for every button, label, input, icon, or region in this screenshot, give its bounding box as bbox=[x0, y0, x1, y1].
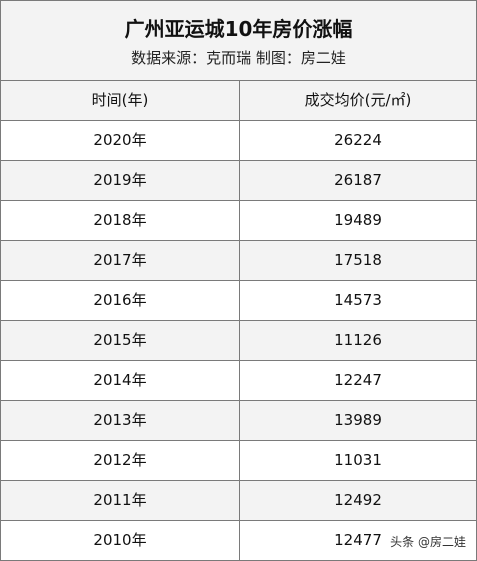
year-cell: 2013年 bbox=[93, 411, 147, 429]
year-cell: 2020年 bbox=[93, 131, 147, 149]
table-row: 2013年 13989 bbox=[1, 401, 476, 441]
table-header-block: 广州亚运城10年房价涨幅 数据来源：克而瑞 制图：房二娃 bbox=[1, 1, 476, 81]
table-row: 2020年 26224 bbox=[1, 121, 476, 161]
price-cell: 11031 bbox=[334, 451, 382, 469]
table-row: 2010年 12477 bbox=[1, 521, 476, 560]
year-cell: 2017年 bbox=[93, 251, 147, 269]
table-row: 2018年 19489 bbox=[1, 201, 476, 241]
table-row: 2011年 12492 bbox=[1, 481, 476, 521]
table-row: 2015年 11126 bbox=[1, 321, 476, 361]
year-cell: 2012年 bbox=[93, 451, 147, 469]
price-cell: 12492 bbox=[334, 491, 382, 509]
year-cell: 2018年 bbox=[93, 211, 147, 229]
watermark: 头条 @房二娃 bbox=[390, 533, 466, 550]
column-header-year: 时间(年) bbox=[91, 91, 149, 109]
table-row: 2016年 14573 bbox=[1, 281, 476, 321]
price-cell: 26187 bbox=[334, 171, 382, 189]
year-cell: 2019年 bbox=[93, 171, 147, 189]
column-divider bbox=[239, 81, 240, 560]
page-title: 广州亚运城10年房价涨幅 bbox=[124, 17, 353, 41]
table-row: 2017年 17518 bbox=[1, 241, 476, 281]
table-row: 2019年 26187 bbox=[1, 161, 476, 201]
price-cell: 14573 bbox=[334, 291, 382, 309]
table-row: 2014年 12247 bbox=[1, 361, 476, 401]
table-row: 2012年 11031 bbox=[1, 441, 476, 481]
table-header-row: 时间(年) 成交均价(元/㎡) bbox=[1, 81, 476, 121]
year-cell: 2014年 bbox=[93, 371, 147, 389]
page-subtitle: 数据来源：克而瑞 制图：房二娃 bbox=[131, 49, 346, 67]
price-cell: 12247 bbox=[334, 371, 382, 389]
year-cell: 2015年 bbox=[93, 331, 147, 349]
watermark-text: 头条 @房二娃 bbox=[390, 535, 466, 549]
year-cell: 2016年 bbox=[93, 291, 147, 309]
price-cell: 13989 bbox=[334, 411, 382, 429]
price-cell: 12477 bbox=[334, 531, 382, 549]
year-cell: 2011年 bbox=[93, 491, 147, 509]
price-cell: 11126 bbox=[334, 331, 382, 349]
price-cell: 26224 bbox=[334, 131, 382, 149]
price-cell: 19489 bbox=[334, 211, 382, 229]
year-cell: 2010年 bbox=[93, 531, 147, 549]
price-cell: 17518 bbox=[334, 251, 382, 269]
price-table: 时间(年) 成交均价(元/㎡) 2020年 26224 2019年 26187 … bbox=[1, 81, 476, 560]
column-header-price: 成交均价(元/㎡) bbox=[304, 91, 412, 109]
